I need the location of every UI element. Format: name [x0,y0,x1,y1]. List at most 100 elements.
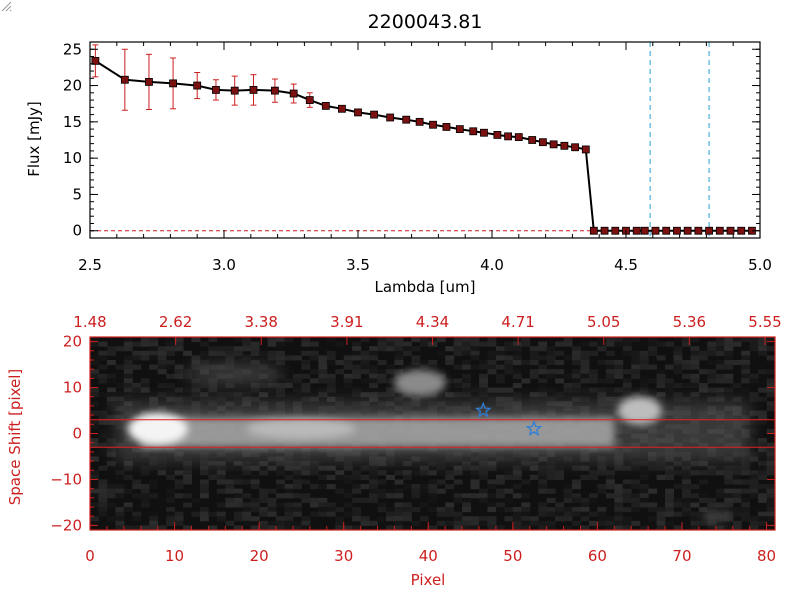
noise-pixel [656,507,666,513]
right-blob [617,396,662,425]
noise-pixel [208,350,218,356]
noise-pixel [563,525,573,530]
noise-pixel [385,341,395,347]
noise-pixel [183,461,192,467]
noise-pixel [690,502,700,508]
data-point [193,81,202,90]
noise-pixel [673,396,683,402]
noise-pixel [707,502,717,508]
data-point [514,133,523,141]
noise-pixel [428,470,438,476]
noise-pixel [233,465,243,471]
noise-pixel [369,369,379,375]
noise-pixel [140,502,150,508]
noise-pixel [377,507,387,513]
noise-pixel [555,359,565,366]
noise-pixel [580,350,590,356]
data-point [402,115,411,124]
noise-pixel [157,465,167,471]
noise-pixel [656,378,666,384]
spectrum-plot-frame [89,41,761,239]
noise-pixel [369,378,379,384]
noise-pixel [90,474,99,480]
noise-pixel [512,369,522,375]
noise-pixel [504,507,514,513]
noise-pixel [749,373,759,379]
noise-pixel [462,461,472,467]
noise-pixel [512,511,522,517]
noise-pixel [470,396,480,402]
noise-pixel [758,396,768,402]
noise-pixel [707,341,717,347]
noise-pixel [546,474,556,480]
noise-pixel [352,525,362,530]
noise-pixel [648,341,658,347]
noise-pixel [436,507,446,513]
noise-pixel [106,451,116,457]
noise-pixel [614,387,624,393]
noise-pixel [208,474,218,480]
noise-pixel [690,484,700,490]
noise-pixel [538,488,548,494]
noise-pixel [149,525,159,530]
noise-pixel [411,488,421,494]
noise-pixel [563,511,573,517]
noise-pixel [419,470,429,476]
noise-pixel [462,337,472,343]
noise-pixel [656,396,666,402]
noise-pixel [183,465,192,471]
noise-pixel [580,355,590,361]
noise-pixel [284,493,294,499]
noise-pixel [428,497,438,503]
noise-pixel [622,488,632,494]
noise-pixel [572,479,581,485]
noise-pixel [495,387,505,393]
noise-pixel [276,355,286,361]
image-y-tick-label: −20 [50,516,82,534]
noise-pixel [98,465,108,471]
noise-pixel [580,387,590,393]
noise-pixel [149,461,159,467]
noise-pixel [470,382,480,389]
noise-pixel [309,461,319,467]
noise-pixel [267,350,277,356]
spectral-image-panel: 0 10 20 30 40 50 60 70 80 1.48 2.62 3.38 3.91 4.34 4.7… [6,313,782,589]
noise-pixel [487,520,497,526]
noise-pixel [529,520,539,526]
noise-pixel [462,346,472,352]
data-point [560,141,569,150]
noise-pixel [166,364,176,370]
noise-pixel [242,341,252,347]
noise-pixel [292,511,302,517]
noise-pixel [681,497,691,503]
noise-pixel [546,355,556,361]
noise-pixel [665,493,675,499]
noise-pixel [504,341,514,347]
image-x-tick-label: 40 [419,547,438,565]
noise-pixel [673,369,683,375]
noise-pixel [758,511,768,517]
data-point [705,226,713,235]
noise-pixel [580,364,590,370]
noise-pixel [563,507,573,513]
noise-pixel [512,470,522,476]
noise-pixel [462,373,472,379]
noise-pixel [292,378,302,384]
noise-pixel [123,364,133,370]
noise-pixel [369,479,379,485]
noise-pixel [301,382,311,389]
noise-pixel [199,511,209,517]
data-point [504,132,512,141]
noise-pixel [98,493,108,499]
noise-pixel [259,350,269,356]
y-tick-label: 15 [63,113,82,131]
noise-pixel [462,525,472,530]
noise-pixel [631,465,641,471]
noise-pixel [250,516,260,522]
resize-grip-icon[interactable] [0,0,12,12]
noise-pixel [115,520,125,526]
noise-pixel [98,447,108,453]
noise-pixel [352,497,362,503]
noise-pixel [309,350,319,356]
noise-pixel [470,364,480,370]
